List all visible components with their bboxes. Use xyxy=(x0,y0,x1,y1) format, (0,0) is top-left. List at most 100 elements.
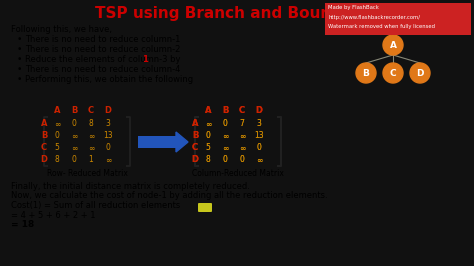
Text: D: D xyxy=(191,156,199,164)
Text: 0: 0 xyxy=(206,131,210,140)
Circle shape xyxy=(383,63,403,83)
Text: ∞: ∞ xyxy=(105,156,111,164)
Text: = 18: = 18 xyxy=(11,220,34,229)
Text: ∞: ∞ xyxy=(239,143,245,152)
Text: Watermark removed when fully licensed: Watermark removed when fully licensed xyxy=(328,24,435,29)
Text: 0: 0 xyxy=(72,119,76,128)
Text: 0: 0 xyxy=(239,156,245,164)
Text: B: B xyxy=(71,106,77,115)
Text: 13: 13 xyxy=(103,131,113,140)
Text: A: A xyxy=(205,106,211,115)
Text: 0: 0 xyxy=(55,131,59,140)
Text: Made by FlashBack: Made by FlashBack xyxy=(328,5,379,10)
FancyBboxPatch shape xyxy=(198,203,212,212)
Text: B: B xyxy=(192,131,198,140)
Text: 0: 0 xyxy=(106,143,110,152)
Text: = 4 + 5 + 6 + 2 + 1: = 4 + 5 + 6 + 2 + 1 xyxy=(11,210,95,219)
Text: 1: 1 xyxy=(89,156,93,164)
Text: D: D xyxy=(104,106,111,115)
Text: D: D xyxy=(191,156,199,164)
Text: A: A xyxy=(54,106,60,115)
Text: D: D xyxy=(255,106,263,115)
Text: 0: 0 xyxy=(256,143,262,152)
Circle shape xyxy=(356,63,376,83)
Text: C: C xyxy=(239,106,245,115)
Text: 0: 0 xyxy=(256,143,262,152)
Text: There is no need to reduce column-4: There is no need to reduce column-4 xyxy=(25,65,181,74)
Text: •: • xyxy=(17,65,22,74)
Text: 0: 0 xyxy=(223,119,228,128)
Text: •: • xyxy=(17,45,22,54)
FancyBboxPatch shape xyxy=(325,3,471,35)
Text: 8: 8 xyxy=(206,156,210,164)
Text: Following this, we have,: Following this, we have, xyxy=(11,25,112,34)
Text: A: A xyxy=(205,106,211,115)
Text: 13: 13 xyxy=(254,131,264,140)
Text: Performing this, we obtain the following: Performing this, we obtain the following xyxy=(25,75,193,84)
Text: ∞: ∞ xyxy=(71,143,77,152)
Text: ∞: ∞ xyxy=(205,119,211,128)
Text: 3: 3 xyxy=(256,119,262,128)
Text: http://www.flashbackrecorder.com/: http://www.flashbackrecorder.com/ xyxy=(328,15,420,19)
Text: 13: 13 xyxy=(254,131,264,140)
FancyBboxPatch shape xyxy=(138,136,176,148)
Text: 7: 7 xyxy=(239,119,245,128)
Circle shape xyxy=(383,35,403,55)
Text: C: C xyxy=(41,143,47,152)
Text: B: B xyxy=(41,131,47,140)
Text: A: A xyxy=(41,119,47,128)
Text: ∞: ∞ xyxy=(88,143,94,152)
Text: B: B xyxy=(222,106,228,115)
Text: 8: 8 xyxy=(206,156,210,164)
Text: There is no need to reduce column-1: There is no need to reduce column-1 xyxy=(25,35,181,44)
Text: 0: 0 xyxy=(206,131,210,140)
Text: 3: 3 xyxy=(106,119,110,128)
Text: ∞: ∞ xyxy=(222,143,228,152)
Text: •: • xyxy=(17,55,22,64)
Text: Cost(1) = Sum of all reduction elements: Cost(1) = Sum of all reduction elements xyxy=(11,201,180,210)
Text: Row- Reduced Matrix: Row- Reduced Matrix xyxy=(46,169,128,178)
Text: ∞: ∞ xyxy=(239,131,245,140)
Text: Finally, the initial distance matrix is completely reduced.: Finally, the initial distance matrix is … xyxy=(11,182,250,191)
Text: B: B xyxy=(222,106,228,115)
Text: B: B xyxy=(363,69,369,77)
Text: D: D xyxy=(255,106,263,115)
Text: There is no need to reduce column-2: There is no need to reduce column-2 xyxy=(25,45,181,54)
Text: C: C xyxy=(239,106,245,115)
Text: 0: 0 xyxy=(72,156,76,164)
Text: 5: 5 xyxy=(206,143,210,152)
Text: A: A xyxy=(192,119,198,128)
Text: C: C xyxy=(390,69,396,77)
Text: •: • xyxy=(17,35,22,44)
Text: 8: 8 xyxy=(55,156,59,164)
Text: Column-Reduced Matrix: Column-Reduced Matrix xyxy=(192,169,284,178)
Text: 5: 5 xyxy=(206,143,210,152)
Text: B: B xyxy=(192,131,198,140)
Text: ∞: ∞ xyxy=(222,131,228,140)
Text: 0: 0 xyxy=(223,119,228,128)
Text: C: C xyxy=(88,106,94,115)
Text: •: • xyxy=(17,75,22,84)
Text: ∞: ∞ xyxy=(239,143,245,152)
Text: D: D xyxy=(416,69,424,77)
Text: 0: 0 xyxy=(239,156,245,164)
Text: 3: 3 xyxy=(256,119,262,128)
Text: C: C xyxy=(192,143,198,152)
Text: D: D xyxy=(40,156,47,164)
Text: A: A xyxy=(390,40,396,49)
Polygon shape xyxy=(176,132,188,152)
Circle shape xyxy=(410,63,430,83)
Text: Now, we calculate the cost of node-1 by adding all the reduction elements.: Now, we calculate the cost of node-1 by … xyxy=(11,192,328,201)
Text: TSP using Branch and Bound: TSP using Branch and Bound xyxy=(95,6,342,21)
Text: 0: 0 xyxy=(223,156,228,164)
Text: A: A xyxy=(192,119,198,128)
Text: ∞: ∞ xyxy=(222,131,228,140)
Text: 7: 7 xyxy=(239,119,245,128)
Text: Reduce the elements of column-3 by: Reduce the elements of column-3 by xyxy=(25,55,183,64)
Text: ∞: ∞ xyxy=(54,119,60,128)
Text: 5: 5 xyxy=(55,143,59,152)
Text: ∞: ∞ xyxy=(88,131,94,140)
Text: ∞: ∞ xyxy=(222,143,228,152)
Text: ∞: ∞ xyxy=(205,119,211,128)
Text: 0: 0 xyxy=(223,156,228,164)
